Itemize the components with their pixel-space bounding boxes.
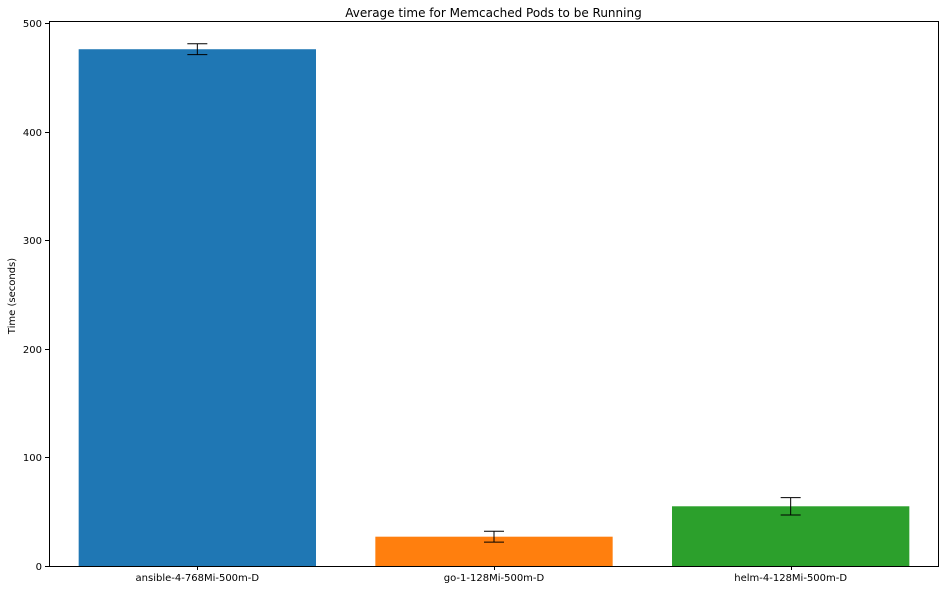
bars-group <box>78 49 910 566</box>
bar-3 <box>672 506 910 566</box>
x-tick-label: go-1-128Mi-500m-D <box>444 573 545 584</box>
x-axis-ticks: ansible-4-768Mi-500m-D go-1-128Mi-500m-D h… <box>136 566 847 584</box>
y-tick-label: 400 <box>23 128 42 139</box>
y-tick-label: 300 <box>23 236 42 247</box>
x-tick-label: helm-4-128Mi-500m-D <box>734 573 847 584</box>
y-tick-label: 200 <box>23 345 42 356</box>
bar-1 <box>78 49 317 566</box>
y-axis-label: Time (seconds) <box>7 258 18 335</box>
y-tick-label: 0 <box>36 562 42 573</box>
y-tick-label: 500 <box>23 19 42 30</box>
plot-frame <box>49 21 939 567</box>
chart-title: Average time for Memcached Pods to be Ru… <box>345 6 641 20</box>
error-bars-group <box>187 43 801 543</box>
y-axis-ticks: 0 100 200 300 400 500 <box>23 19 49 573</box>
x-tick-label: ansible-4-768Mi-500m-D <box>136 573 260 584</box>
y-tick-label: 100 <box>23 453 42 464</box>
